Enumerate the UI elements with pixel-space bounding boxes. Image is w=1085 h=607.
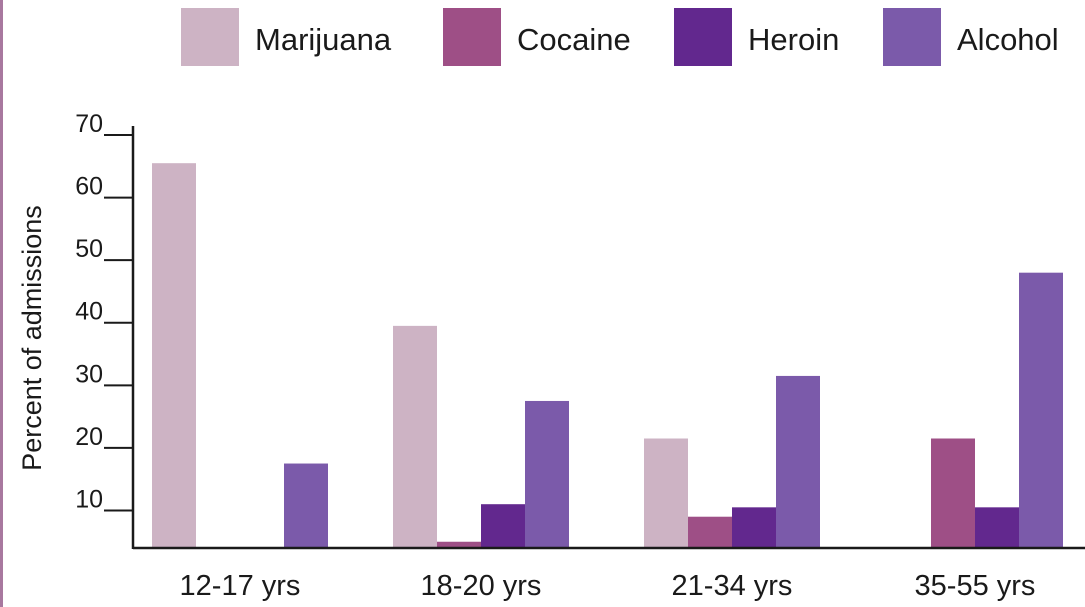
legend-swatch-alcohol: [883, 8, 941, 66]
bar-heroin-18-20-yrs: [481, 504, 525, 548]
bar-alcohol-35-55-yrs: [1019, 272, 1063, 548]
legend-swatch-marijuana: [181, 8, 239, 66]
y-tick-label: 60: [75, 173, 103, 201]
bar-heroin-21-34-yrs: [732, 507, 776, 548]
y-tick-label: 70: [75, 110, 103, 138]
bar-heroin-35-55-yrs: [975, 507, 1019, 548]
y-tick-label: 30: [75, 360, 103, 388]
x-category-label: 12-17 yrs: [180, 570, 301, 602]
bar-cocaine-35-55-yrs: [931, 438, 975, 548]
y-axis-title: Percent of admissions: [17, 205, 47, 471]
y-axis-ticks: 10 20 30 40 50 60 70: [75, 110, 133, 513]
x-category-label: 21-34 yrs: [672, 570, 793, 602]
legend-label-alcohol: Alcohol: [957, 22, 1059, 57]
legend-swatch-cocaine: [443, 8, 501, 66]
bar-alcohol-21-34-yrs: [776, 375, 820, 548]
y-tick-label: 10: [75, 485, 103, 513]
bar-cocaine-18-20-yrs: [437, 541, 481, 548]
y-tick-label: 40: [75, 298, 103, 326]
bar-alcohol-12-17-yrs: [284, 463, 328, 548]
legend-label-cocaine: Cocaine: [517, 22, 631, 57]
bar-cocaine-21-34-yrs: [688, 516, 732, 548]
bar-alcohol-18-20-yrs: [525, 400, 569, 548]
bar-marijuana-12-17-yrs: [152, 163, 196, 548]
legend-swatch-heroin: [674, 8, 732, 66]
x-category-label: 18-20 yrs: [421, 570, 542, 602]
bar-marijuana-21-34-yrs: [644, 438, 688, 548]
left-edge-rule: [0, 0, 3, 607]
x-axis-category-labels: 12-17 yrs 18-20 yrs 21-34 yrs 35-55 yrs: [180, 570, 1036, 602]
bar-marijuana-18-20-yrs: [393, 325, 437, 548]
x-category-label: 35-55 yrs: [915, 570, 1036, 602]
y-tick-label: 50: [75, 235, 103, 263]
legend-label-marijuana: Marijuana: [255, 22, 392, 57]
chart-legend: Marijuana Cocaine Heroin Alcohol: [181, 8, 1059, 66]
legend-label-heroin: Heroin: [748, 22, 839, 57]
bar-marks: [152, 163, 1063, 548]
y-tick-label: 20: [75, 423, 103, 451]
